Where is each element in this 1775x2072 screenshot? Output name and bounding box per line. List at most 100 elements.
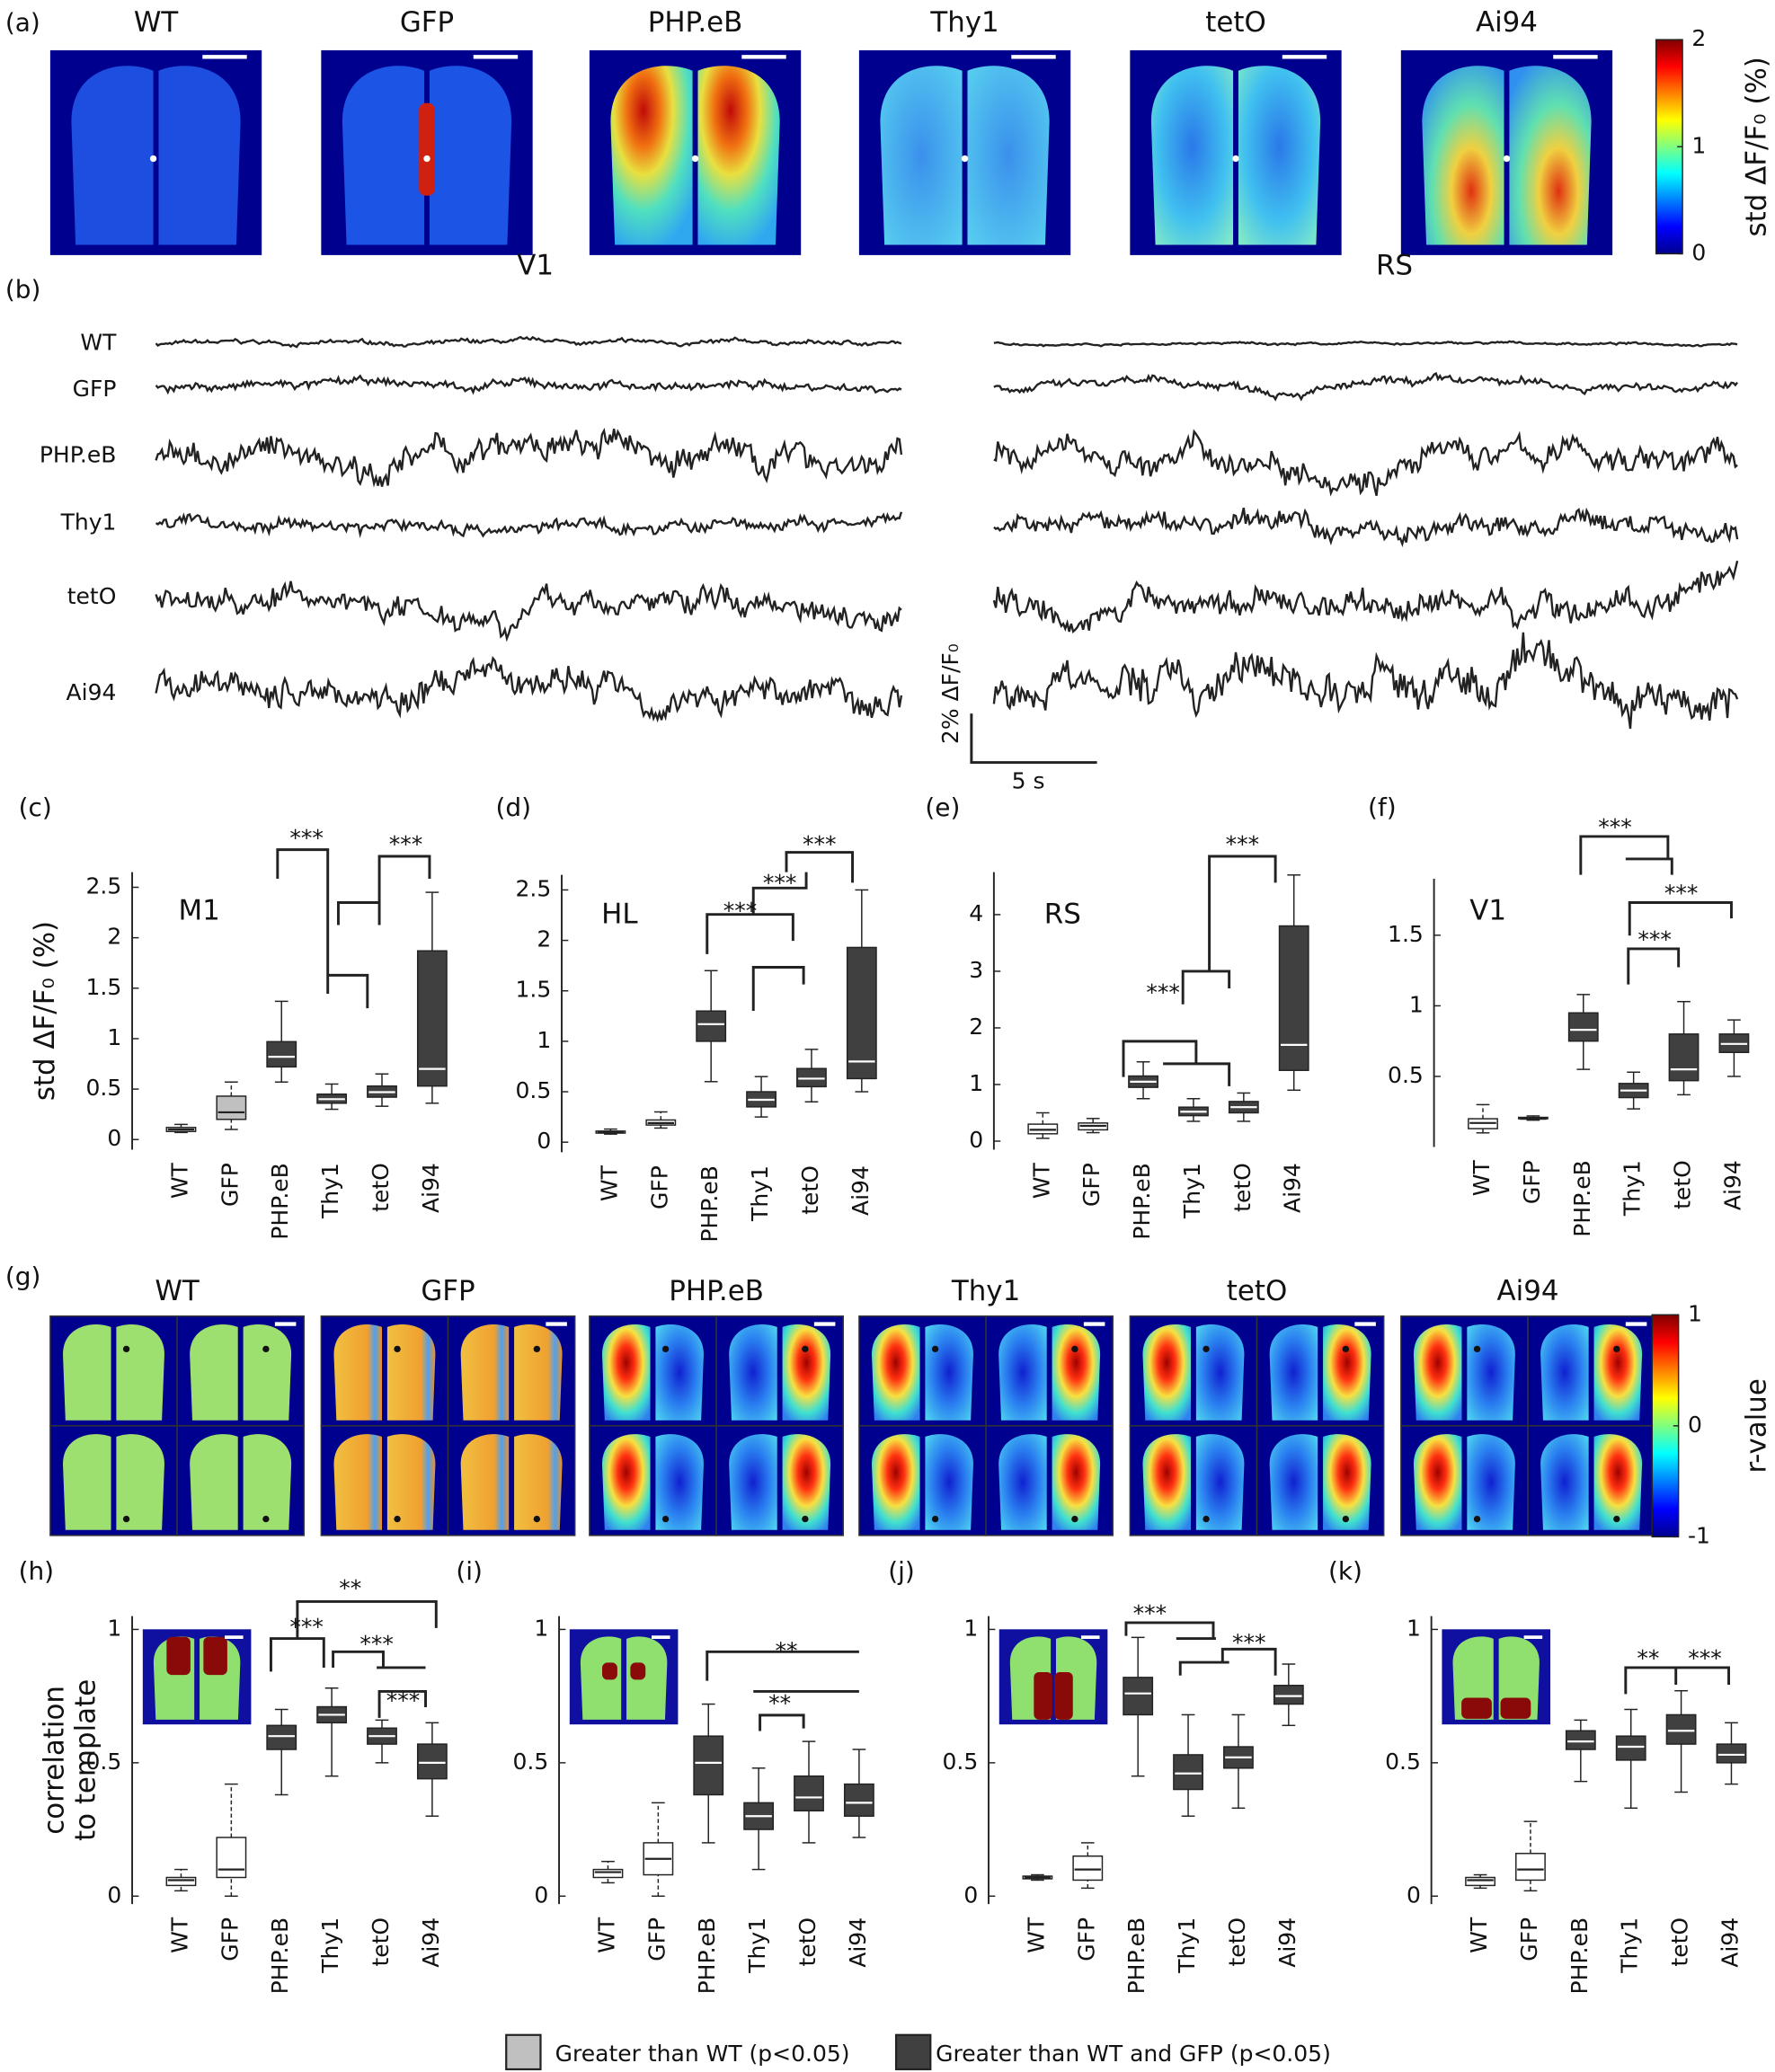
x-tick-label: Thy1	[1617, 1917, 1643, 1974]
x-tick-label: PHP.eB	[267, 1917, 293, 1995]
seed-point	[262, 1345, 270, 1353]
seed-point	[931, 1345, 939, 1353]
map-title: PHP.eB	[648, 6, 743, 39]
bregma	[1232, 155, 1239, 163]
hemisphere	[697, 66, 780, 245]
hemisphere	[190, 1434, 238, 1530]
y-tick-label: 1	[537, 1027, 551, 1053]
box	[266, 1724, 297, 1750]
hemisphere	[1413, 1434, 1462, 1530]
box	[1123, 1677, 1154, 1716]
x-tick-label: Ai94	[848, 1165, 874, 1216]
scale-bar	[970, 713, 1097, 765]
y-tick-label: 0	[1407, 1882, 1421, 1908]
template-region	[602, 1662, 617, 1680]
box	[165, 1876, 197, 1887]
x-tick-label: Thy1	[1179, 1163, 1205, 1219]
seed-point	[533, 1345, 541, 1353]
significance: ***	[1226, 831, 1260, 857]
hemisphere	[871, 1324, 920, 1421]
trace-label: tetO	[67, 583, 117, 609]
colorbar-tick-label: 1	[1691, 132, 1706, 158]
midline-signal	[419, 102, 435, 196]
hemisphere	[998, 1324, 1047, 1421]
x-tick-label: tetO	[368, 1917, 394, 1967]
box	[1173, 1754, 1203, 1791]
box	[843, 1783, 874, 1817]
map-title: GFP	[421, 1275, 475, 1307]
x-tick-label: WT	[596, 1164, 622, 1201]
significance-bracket	[276, 848, 431, 1009]
bregma	[691, 155, 699, 163]
map-title: Ai94	[1497, 1275, 1559, 1307]
hemisphere	[1413, 1324, 1462, 1421]
box	[1278, 925, 1309, 1071]
panel-label: (c)	[19, 792, 52, 822]
seed-point	[262, 1515, 270, 1523]
hemisphere	[460, 1434, 510, 1530]
seed-point	[122, 1345, 130, 1353]
bregma	[961, 155, 969, 163]
x-tick-label: Ai94	[1719, 1160, 1745, 1210]
x-tick-label: tetO	[1670, 1160, 1696, 1209]
y-tick-label: 0	[534, 1882, 548, 1908]
hemisphere	[925, 1434, 973, 1530]
x-tick-label: PHP.eB	[697, 1165, 723, 1243]
y-tick-label: 0.5	[86, 1075, 122, 1101]
box	[1565, 1730, 1596, 1750]
x-tick-label: PHP.eB	[267, 1163, 293, 1240]
trace-label: Ai94	[67, 679, 117, 705]
y-tick-label: 0.5	[86, 1749, 122, 1775]
hemisphere	[998, 1434, 1047, 1530]
inset-hemisphere	[626, 1636, 668, 1720]
significance: ***	[386, 1687, 421, 1713]
x-tick-label: WT	[1469, 1160, 1495, 1197]
y-tick-label: 1	[969, 1070, 983, 1096]
hemisphere	[429, 66, 512, 245]
panel-label: (h)	[19, 1556, 55, 1586]
hemisphere	[1467, 1434, 1515, 1530]
map-title: WT	[134, 6, 179, 39]
y-tick-label: 4	[969, 900, 983, 926]
bregma	[149, 155, 157, 163]
trace	[993, 340, 1738, 348]
colorbar-label: r-value	[1740, 1378, 1772, 1473]
significance: ***	[763, 870, 797, 896]
template-region	[630, 1662, 646, 1680]
x-tick-label: Thy1	[317, 1917, 343, 1974]
scale-label: 5 s	[1012, 768, 1045, 794]
significance-bracket	[1579, 835, 1733, 985]
y-tick-label: 2.5	[86, 872, 122, 899]
legend-swatch	[505, 2033, 542, 2071]
y-tick-label: 2	[537, 926, 551, 952]
box	[266, 1040, 297, 1068]
x-tick-label: WT	[1028, 1162, 1054, 1199]
significance: ***	[1232, 1629, 1266, 1655]
hemisphere	[243, 1434, 292, 1530]
panel-label: (a)	[5, 8, 40, 38]
hemisphere	[386, 1324, 436, 1421]
significance: ***	[289, 1614, 324, 1640]
colorbar-tick-label: 0	[1691, 239, 1706, 265]
y-axis-label: std ΔF/F₀ (%)	[29, 921, 61, 1101]
legend-label: Greater than WT (p<0.05)	[555, 2041, 850, 2067]
y-tick-label: 0	[969, 1127, 983, 1153]
box	[1668, 1033, 1700, 1082]
hemisphere	[880, 66, 963, 245]
map-title: tetO	[1205, 6, 1266, 39]
significance: ***	[1637, 926, 1672, 952]
y-tick-label: 0.5	[942, 1749, 978, 1775]
significance: **	[1637, 1645, 1659, 1671]
significance: ***	[289, 825, 324, 851]
x-tick-label: GFP	[1519, 1160, 1545, 1204]
x-tick-label: WT	[166, 1917, 192, 1953]
hemisphere	[655, 1324, 704, 1421]
hemisphere	[1593, 1324, 1643, 1421]
y-tick-label: 1	[1409, 991, 1424, 1017]
hemisphere	[925, 1324, 973, 1421]
panel-label: (j)	[888, 1556, 915, 1586]
seed-point	[931, 1515, 939, 1523]
y-tick-label: 1	[107, 1615, 121, 1641]
